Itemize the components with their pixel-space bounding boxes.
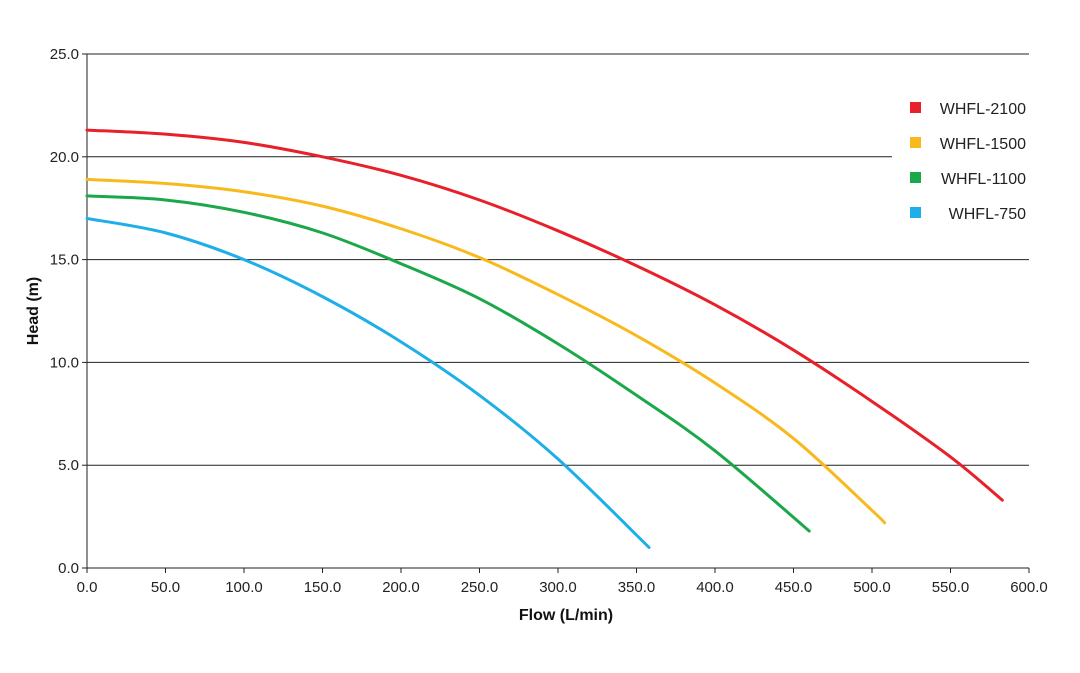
x-tick-label: 0.0 [77, 579, 98, 596]
x-tick-label: 550.0 [932, 579, 970, 596]
series-line-whfl-1500 [85, 177, 887, 525]
series-line-whfl-750 [85, 216, 651, 549]
y-axis-title: Head (m) [25, 277, 42, 345]
x-tick-label: 300.0 [539, 579, 577, 596]
legend-label: WHFL-1100 [941, 171, 1026, 188]
x-tick-labels: 0.0 50.0 100.0 150.0 200.0 250.0 300.0 350.0 400… [77, 568, 1048, 596]
legend-swatch [910, 207, 921, 218]
axes [86, 54, 1029, 569]
x-tick-label: 250.0 [461, 579, 499, 596]
x-tick-label: 150.0 [304, 579, 342, 596]
x-tick-label: 50.0 [151, 579, 180, 596]
x-tick-label: 100.0 [225, 579, 263, 596]
x-tick-label: 450.0 [775, 579, 813, 596]
legend-swatch [910, 137, 921, 148]
legend-swatch [910, 102, 921, 113]
y-tick-label: 20.0 [50, 149, 79, 166]
x-tick-label: 600.0 [1010, 579, 1048, 596]
legend-swatch [910, 172, 921, 183]
y-tick-label: 25.0 [50, 46, 79, 63]
legend-label: WHFL-1500 [940, 136, 1026, 153]
x-tick-label: 200.0 [382, 579, 420, 596]
legend: WHFL-2100 WHFL-1500 WHFL-1100 WHFL-750 [910, 101, 1026, 223]
legend-label: WHFL-2100 [940, 101, 1026, 118]
y-tick-label: 0.0 [58, 560, 79, 577]
series-lines [85, 128, 1004, 549]
series-line-whfl-1100 [85, 194, 811, 533]
y-tick-label: 15.0 [50, 252, 79, 269]
y-tick-label: 10.0 [50, 354, 79, 371]
series-line-whfl-2100 [85, 128, 1004, 502]
x-tick-label: 400.0 [696, 579, 734, 596]
gridlines [87, 53, 1029, 466]
y-tick-labels: 0.0 5.0 10.0 15.0 20.0 25.0 [50, 46, 87, 577]
legend-label: WHFL-750 [949, 206, 1026, 223]
x-tick-label: 350.0 [618, 579, 656, 596]
x-axis-title: Flow (L/min) [519, 607, 613, 624]
y-tick-label: 5.0 [58, 457, 79, 474]
x-tick-label: 500.0 [853, 579, 891, 596]
